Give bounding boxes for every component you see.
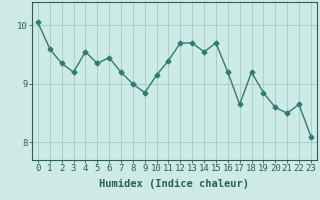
X-axis label: Humidex (Indice chaleur): Humidex (Indice chaleur) <box>100 179 249 189</box>
